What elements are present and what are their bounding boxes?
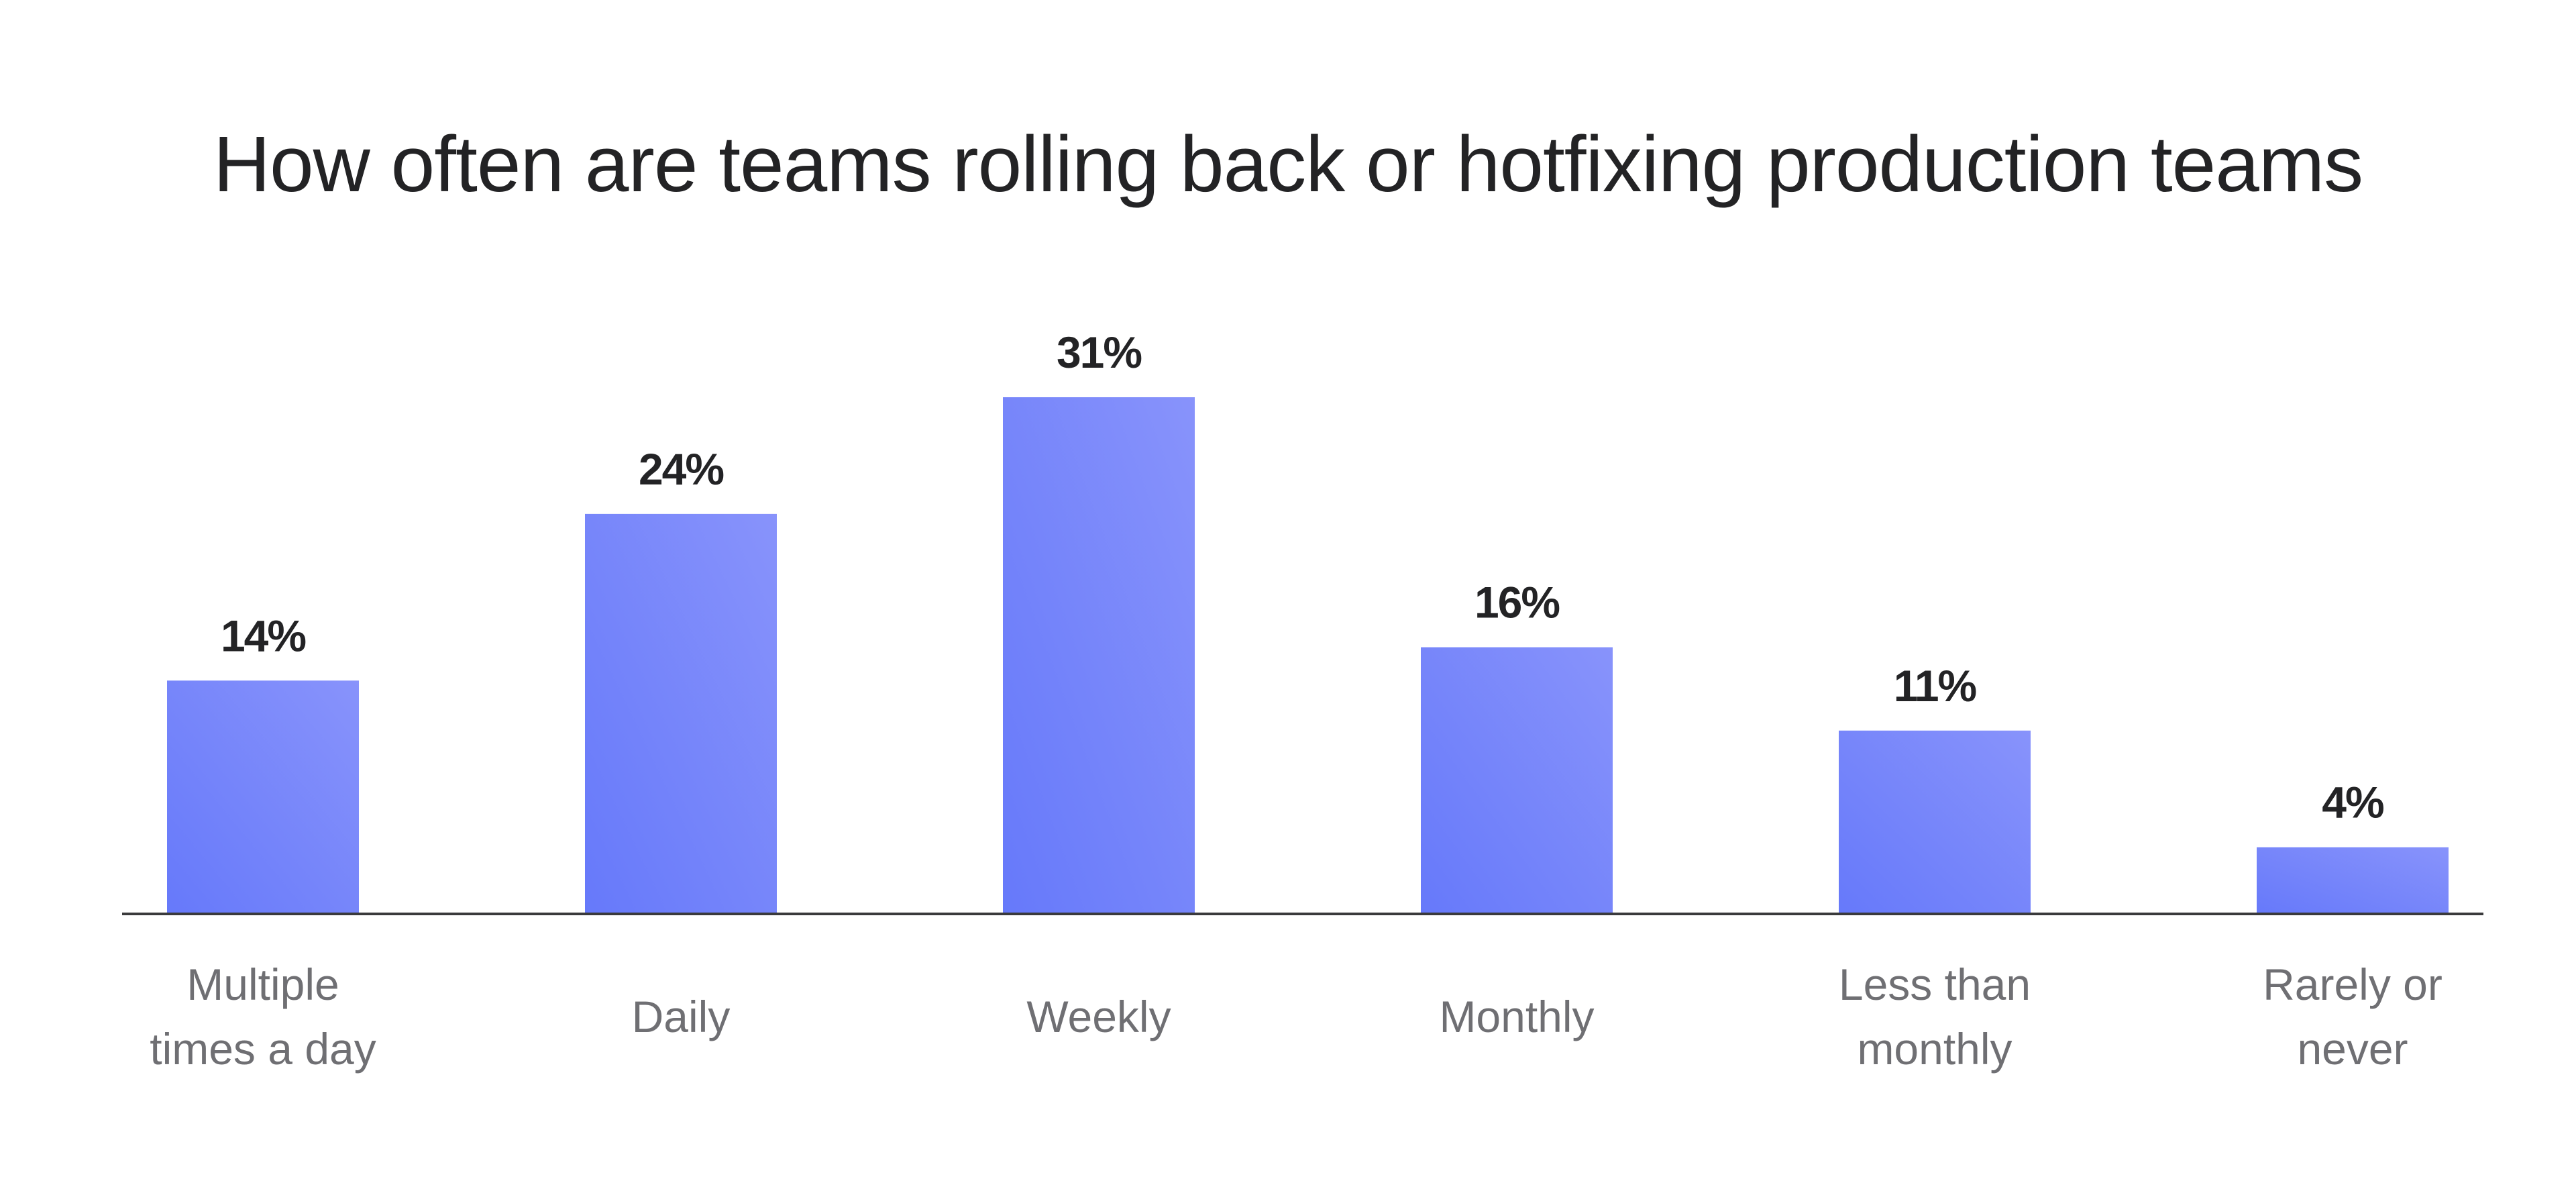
category-label-5-line-1: never [2297,1024,2408,1074]
category-label-5: Rarely or never [2263,960,2443,1074]
category-label-2-line-0: Weekly [1026,992,1171,1041]
category-label-2: Weekly [1026,992,1171,1041]
bar-3 [1421,647,1613,914]
bar-1 [585,513,777,914]
category-label-5-line-0: Rarely or [2263,960,2443,1009]
category-label-4: Less than monthly [1839,960,2031,1074]
category-label-0-line-1: times a day [150,1024,376,1074]
value-label-1: 24% [639,444,723,494]
bars-layer [167,397,2449,914]
category-label-1: Daily [632,992,731,1041]
category-label-0: Multiple times a day [150,960,376,1074]
value-label-5: 4% [2322,778,2383,827]
category-label-3: Monthly [1439,992,1594,1041]
value-label-3: 16% [1474,578,1559,627]
chart-title: How often are teams rolling back or hotf… [213,120,2363,209]
bar-2 [1003,397,1195,914]
category-label-1-line-0: Daily [632,992,731,1041]
category-label-0-line-0: Multiple [186,960,339,1009]
labels-layer: 14% Multiple times a day 24% Daily 31% Weekly 1… [150,327,2443,1074]
bar-0 [167,680,359,914]
category-label-3-line-0: Monthly [1439,992,1594,1041]
bar-4 [1839,730,2031,914]
bar-5 [2257,847,2449,914]
value-label-2: 31% [1057,327,1141,377]
value-label-0: 14% [221,611,305,660]
value-label-4: 11% [1894,661,1976,711]
category-label-4-line-1: monthly [1857,1024,2012,1074]
category-label-4-line-0: Less than [1839,960,2031,1009]
